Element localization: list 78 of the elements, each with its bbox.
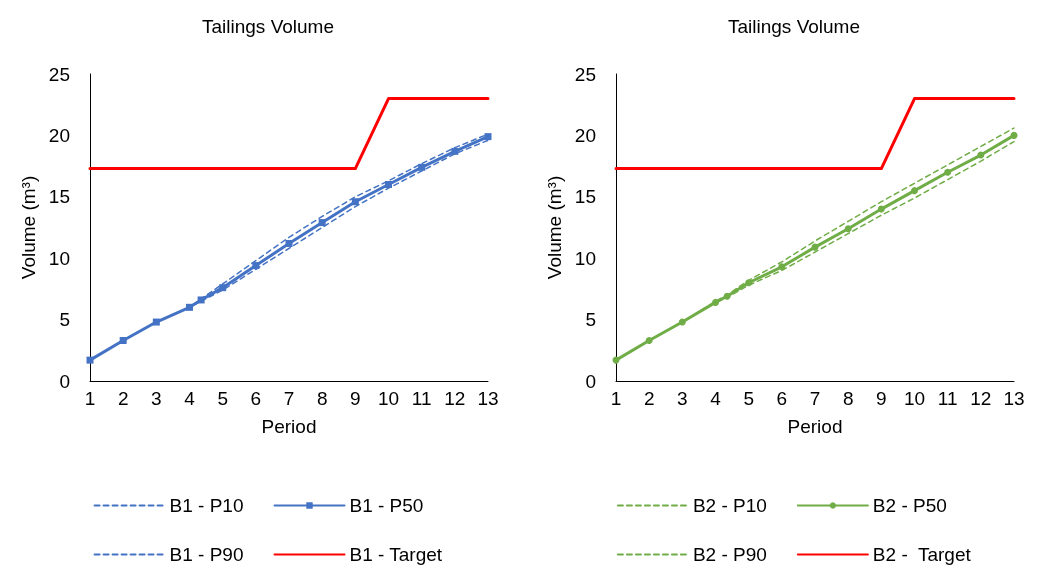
point xyxy=(723,292,731,300)
x-axis-title: Period xyxy=(261,416,317,437)
point xyxy=(844,225,852,233)
point xyxy=(318,219,326,227)
point xyxy=(418,163,426,171)
x-tick-label: 2 xyxy=(117,388,129,409)
legend-label: B1 - P90 xyxy=(169,544,244,565)
point xyxy=(778,263,786,271)
y-axis-title: Volume (m³) xyxy=(17,175,39,280)
y-tick-label: 0 xyxy=(585,370,596,392)
point xyxy=(119,336,127,344)
x-tick-label: 12 xyxy=(970,388,992,409)
y-tick-label: 10 xyxy=(574,247,596,269)
x-tick-label: 12 xyxy=(444,388,466,409)
chart-title: Tailings Volume xyxy=(201,16,335,37)
legend-label: B2 - P90 xyxy=(692,544,767,565)
legend-label: B1 - P50 xyxy=(349,495,424,516)
x-tick-label: 9 xyxy=(876,388,887,409)
x-axis-title: Period xyxy=(787,416,843,437)
x-tick-label: 11 xyxy=(411,388,432,409)
point xyxy=(678,318,686,326)
point xyxy=(451,147,459,155)
point xyxy=(944,168,952,176)
y-tick-label: 15 xyxy=(574,186,596,208)
x-tick-label: 7 xyxy=(809,388,821,409)
point xyxy=(745,279,753,287)
x-tick-label: 4 xyxy=(710,388,722,409)
x-tick-label: 9 xyxy=(350,388,361,409)
y-tick-label: 15 xyxy=(48,186,70,208)
x-tick-label: 5 xyxy=(217,388,228,409)
y-tick-label: 5 xyxy=(585,309,596,331)
point xyxy=(86,356,94,364)
x-tick-label: 6 xyxy=(250,388,262,409)
x-tick-label: 10 xyxy=(903,388,926,409)
y-tick-label: 25 xyxy=(48,63,70,85)
x-tick-label: 6 xyxy=(776,388,788,409)
y-tick-label: 5 xyxy=(59,309,70,331)
point xyxy=(152,318,160,326)
legend-label: B2 - P10 xyxy=(692,495,767,516)
y-tick-label: 25 xyxy=(574,63,596,85)
y-tick-label: 20 xyxy=(48,124,70,146)
x-tick-label: 2 xyxy=(643,388,655,409)
x-tick-label: 1 xyxy=(84,388,96,409)
y-tick-label: 20 xyxy=(574,124,596,146)
point xyxy=(219,284,227,292)
point xyxy=(252,262,260,270)
chart-title: Tailings Volume xyxy=(727,16,861,37)
x-tick-label: 7 xyxy=(283,388,295,409)
x-tick-label: 11 xyxy=(937,388,958,409)
legend-label: B2 - Target xyxy=(872,544,972,565)
point xyxy=(977,151,985,159)
point xyxy=(645,336,653,344)
x-tick-label: 8 xyxy=(316,388,328,409)
x-tick-label: 13 xyxy=(1003,388,1025,409)
x-tick-label: 3 xyxy=(677,388,688,409)
point xyxy=(911,187,918,195)
x-tick-label: 8 xyxy=(842,388,854,409)
y-axis-title: Volume (m³) xyxy=(543,175,565,280)
x-tick-label: 5 xyxy=(743,388,754,409)
legend-label: B2 - P50 xyxy=(872,495,947,516)
point xyxy=(1010,131,1018,139)
x-tick-label: 4 xyxy=(184,388,196,409)
x-tick-label: 3 xyxy=(151,388,162,409)
x-tick-label: 1 xyxy=(610,388,622,409)
legend-label: B1 - Target xyxy=(349,544,443,565)
point xyxy=(385,181,392,189)
point xyxy=(351,198,359,206)
point xyxy=(484,133,492,141)
point xyxy=(712,298,719,306)
legend-label: B1 - P10 xyxy=(169,495,244,516)
x-tick-label: 13 xyxy=(477,388,499,409)
point xyxy=(877,205,885,213)
y-tick-label: 0 xyxy=(59,370,70,392)
x-tick-label: 10 xyxy=(377,388,400,409)
y-tick-label: 10 xyxy=(48,247,70,269)
point xyxy=(186,303,193,311)
point xyxy=(285,239,293,247)
point xyxy=(197,296,205,304)
